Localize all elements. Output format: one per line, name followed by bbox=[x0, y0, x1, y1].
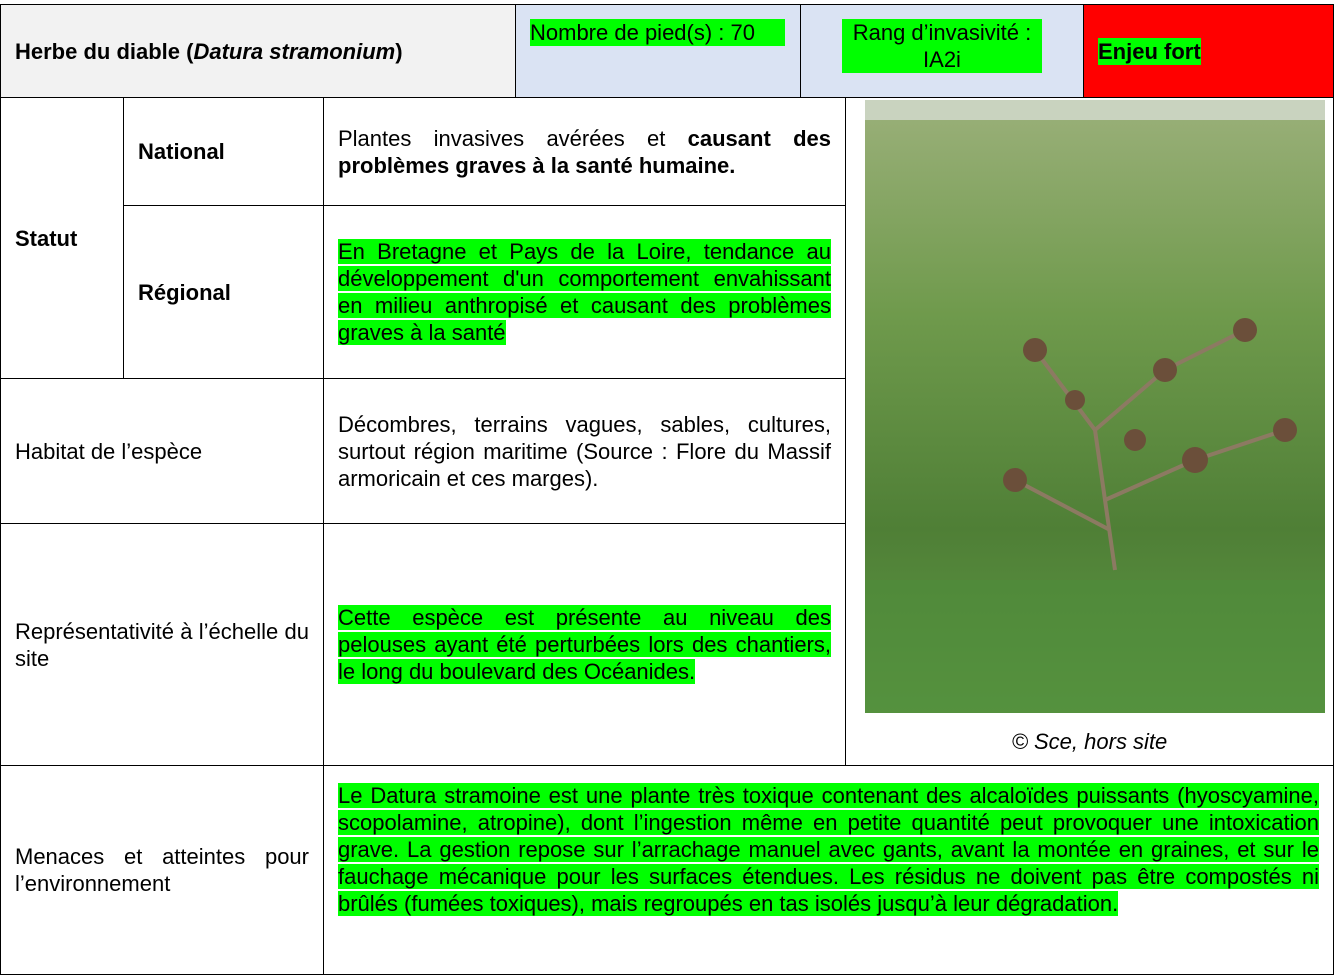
habitat-text-cell: Décombres, terrains vagues, sables, cult… bbox=[323, 378, 846, 524]
national-text-bold: causant des problèmes graves à la santé … bbox=[338, 125, 831, 178]
regional-label-cell: Régional bbox=[123, 205, 324, 379]
title-suffix: ) bbox=[395, 38, 403, 64]
regional-text-wrap: En Bretagne et Pays de la Loire, tendanc… bbox=[338, 238, 831, 346]
status-label: Statut bbox=[15, 225, 78, 251]
stake: Enjeu fort bbox=[1098, 37, 1201, 65]
habitat-text: Décombres, terrains vagues, sables, cult… bbox=[338, 411, 831, 491]
national-text: Plantes invasives avérées et causant des… bbox=[338, 125, 831, 179]
title-cell: Herbe du diable (Datura stramonium) bbox=[0, 4, 516, 98]
threats-text-wrap: Le Datura stramoine est une plante très … bbox=[338, 782, 1319, 917]
regional-text-cell: En Bretagne et Pays de la Loire, tendanc… bbox=[323, 205, 846, 379]
habitat-label: Habitat de l’espèce bbox=[15, 438, 203, 464]
photo-cell: © Sce, hors site bbox=[845, 97, 1334, 766]
title-prefix: Herbe du diable ( bbox=[15, 38, 194, 64]
national-label: National bbox=[138, 139, 225, 164]
title: Herbe du diable (Datura stramonium) bbox=[15, 38, 403, 65]
count-cell: Nombre de pied(s) : 70 bbox=[515, 4, 801, 98]
stake-cell: Enjeu fort bbox=[1083, 4, 1334, 98]
repr-text-cell: Cette espèce est présente au niveau des … bbox=[323, 523, 846, 766]
rank-cell: Rang d’invasivité : IA2i bbox=[800, 4, 1084, 98]
threats-text-cell: Le Datura stramoine est une plante très … bbox=[323, 765, 1334, 975]
threats-label-cell: Menaces et atteintes pour l’environnemen… bbox=[0, 765, 324, 975]
threats-label: Menaces et atteintes pour l’environnemen… bbox=[15, 844, 309, 896]
national-text-cell: Plantes invasives avérées et causant des… bbox=[323, 97, 846, 206]
repr-label: Représentativité à l’échelle du site bbox=[15, 618, 309, 671]
photo bbox=[865, 100, 1325, 713]
habitat-label-cell: Habitat de l’espèce bbox=[0, 378, 324, 524]
title-latin: Datura stramonium bbox=[193, 38, 396, 64]
repr-text-wrap: Cette espèce est présente au niveau des … bbox=[338, 604, 831, 685]
regional-text: En Bretagne et Pays de la Loire, tendanc… bbox=[338, 239, 831, 345]
national-label-cell: National bbox=[123, 97, 324, 206]
national-text-plain: Plantes invasives avérées et bbox=[338, 125, 688, 151]
regional-label: Régional bbox=[138, 279, 231, 305]
repr-label-cell: Représentativité à l’échelle du site bbox=[0, 523, 324, 766]
repr-text: Cette espèce est présente au niveau des … bbox=[338, 605, 831, 684]
rank: Rang d’invasivité : IA2i bbox=[842, 19, 1042, 73]
photo-caption: © Sce, hors site bbox=[1011, 729, 1168, 754]
status-label-cell: Statut bbox=[0, 97, 124, 379]
threats-text: Le Datura stramoine est une plante très … bbox=[338, 783, 1319, 916]
count: Nombre de pied(s) : 70 bbox=[530, 19, 785, 46]
